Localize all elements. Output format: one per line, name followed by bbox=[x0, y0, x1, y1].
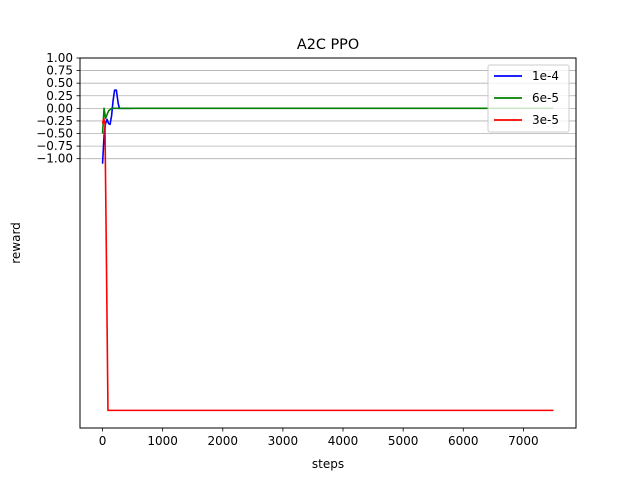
x-tick-label: 3000 bbox=[268, 434, 299, 448]
x-tick-label: 4000 bbox=[328, 434, 359, 448]
x-tick-label: 1000 bbox=[147, 434, 178, 448]
legend-label: 3e-5 bbox=[532, 113, 559, 127]
y-tick-label: 1.00 bbox=[46, 51, 73, 65]
series-line-3e-5 bbox=[101, 117, 554, 412]
x-axis: 0 1000 2000 3000 4000 5000 6000 7000 bbox=[99, 428, 539, 448]
x-tick-label: 5000 bbox=[388, 434, 419, 448]
y-tick-label: −0.25 bbox=[36, 114, 73, 128]
y-tick-label: −0.75 bbox=[36, 139, 73, 153]
y-axis-title: reward bbox=[9, 222, 23, 264]
legend-box bbox=[487, 64, 570, 133]
y-axis: 1.000.750.500.250.00−0.25−0.50−0.75−1.00 bbox=[36, 51, 80, 166]
y-tick-label: 0.25 bbox=[46, 89, 73, 103]
x-tick-label: 7000 bbox=[508, 434, 539, 448]
x-tick-label: 2000 bbox=[208, 434, 239, 448]
y-tick-label: −0.50 bbox=[36, 127, 73, 141]
plot-frame bbox=[79, 57, 577, 429]
legend: 1e-4 6e-5 3e-5 bbox=[487, 64, 570, 133]
y-tick-label: 0.00 bbox=[46, 101, 73, 115]
y-tick-label: 0.75 bbox=[46, 64, 73, 78]
legend-label: 1e-4 bbox=[532, 69, 559, 83]
series-line-6e-5 bbox=[101, 107, 554, 134]
y-tick-label: 0.50 bbox=[46, 76, 73, 90]
legend-label: 6e-5 bbox=[532, 91, 559, 105]
x-tick-label: 0 bbox=[99, 434, 107, 448]
x-axis-title: steps bbox=[312, 457, 344, 471]
x-tick-label: 6000 bbox=[448, 434, 479, 448]
y-tick-label: −1.00 bbox=[36, 152, 73, 166]
chart-title: A2C PPO bbox=[297, 37, 359, 53]
series-layer bbox=[101, 89, 554, 412]
